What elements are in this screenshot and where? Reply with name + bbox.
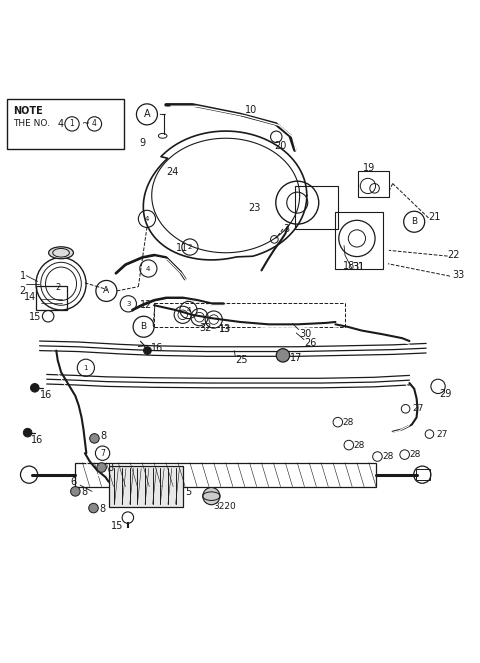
Circle shape [71,487,80,496]
Text: 28: 28 [343,418,354,427]
Circle shape [97,463,107,472]
Text: 28: 28 [354,441,365,450]
Text: A: A [144,109,150,119]
Text: THE NO.: THE NO. [13,119,50,129]
Text: 3220: 3220 [214,502,237,511]
Text: A: A [103,286,109,296]
Text: 4: 4 [186,307,191,313]
Text: 7: 7 [100,449,105,457]
Text: B: B [411,217,417,226]
Text: 1: 1 [20,271,25,280]
Text: 2: 2 [20,286,26,296]
Text: 11: 11 [176,243,188,253]
Circle shape [31,383,39,392]
Text: 10: 10 [245,105,257,115]
Text: 24: 24 [166,166,179,176]
Text: 27: 27 [437,430,448,439]
Text: 5: 5 [185,487,192,497]
Text: 15: 15 [111,520,123,530]
Text: 31: 31 [352,262,364,272]
Text: 8: 8 [81,487,87,497]
Text: 28: 28 [409,450,421,459]
FancyBboxPatch shape [109,466,183,507]
Text: 27: 27 [413,404,424,413]
Text: 2: 2 [56,283,61,292]
Text: B: B [141,322,147,332]
Circle shape [203,487,220,505]
Text: 4: 4 [146,265,151,272]
Text: 1: 1 [70,119,74,129]
Text: 26: 26 [304,338,317,349]
Text: 19: 19 [363,163,375,173]
Text: 18: 18 [343,261,355,271]
Text: 32: 32 [199,323,212,333]
Text: 4: 4 [145,216,149,222]
Text: 3: 3 [126,301,131,307]
Circle shape [24,428,32,437]
Text: 8: 8 [108,463,113,473]
Text: 2: 2 [188,244,192,250]
Text: 23: 23 [249,204,261,213]
Circle shape [90,434,99,443]
Text: 20: 20 [275,141,287,151]
Circle shape [89,503,98,513]
Text: 33: 33 [452,271,465,280]
Text: 31: 31 [352,262,364,272]
Text: 16: 16 [31,435,43,445]
Text: 3: 3 [283,224,289,234]
Text: 8: 8 [99,504,105,514]
Text: 22: 22 [447,250,460,260]
Text: 21: 21 [429,212,441,222]
Text: 15: 15 [29,312,41,322]
Text: 16: 16 [151,343,164,353]
Circle shape [276,349,289,362]
Text: 29: 29 [440,389,452,398]
Text: 16: 16 [39,391,52,400]
Text: 30: 30 [300,329,312,339]
Text: 25: 25 [235,355,248,365]
Text: 4: 4 [58,119,64,129]
Text: 9: 9 [140,138,146,148]
Ellipse shape [48,247,73,259]
Text: 13: 13 [218,324,231,334]
Text: ~: ~ [82,119,90,129]
Text: 13: 13 [218,325,230,333]
Text: NOTE: NOTE [13,106,43,116]
Text: 28: 28 [382,452,394,461]
Text: 1: 1 [84,365,88,371]
Text: 6: 6 [71,477,77,487]
Text: 14: 14 [24,292,36,302]
Text: 17: 17 [290,353,302,363]
Text: 8: 8 [100,432,106,442]
Text: 12: 12 [140,300,152,310]
Text: 4: 4 [92,119,97,129]
Circle shape [144,347,151,355]
